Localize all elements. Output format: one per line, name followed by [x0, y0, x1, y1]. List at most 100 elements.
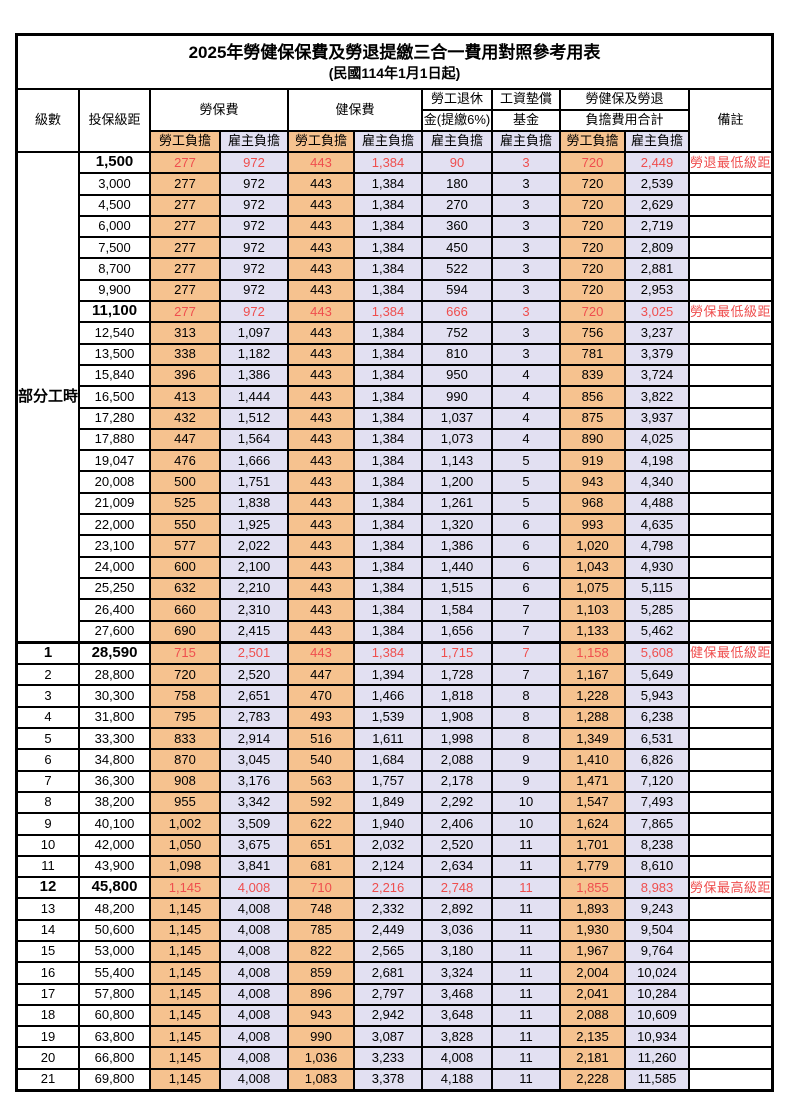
note-cell	[688, 748, 774, 772]
total-employer-cell: 4,025	[624, 427, 691, 452]
note-cell	[688, 342, 774, 366]
labor-employee-cell: 1,145	[149, 918, 222, 942]
total-employer-cell: 3,937	[624, 406, 691, 430]
labor-employee-cell: 277	[149, 150, 222, 175]
labor-employee-cell: 720	[149, 663, 222, 687]
wage-fund-employer-cell: 9	[491, 769, 562, 793]
note-cell	[688, 598, 774, 622]
bracket-amount-cell: 23,100	[78, 534, 152, 558]
health-employer-cell: 3,233	[353, 1046, 424, 1070]
health-employer-cell: 1,384	[353, 257, 424, 281]
bracket-amount-cell: 42,000	[78, 833, 152, 857]
premium-table: 2025年勞健保保費及勞退提繳三合一費用對照參考用表 (民國114年1月1日起)…	[15, 33, 775, 1093]
wage-fund-employer-cell: 11	[491, 1025, 562, 1049]
table-row: 11,100 277 972 443 1,384 666 3 720 3,025 勞保最低級距	[17, 300, 774, 324]
level-cell: 21	[15, 1067, 81, 1092]
pension-employer-cell: 2,520	[421, 833, 494, 857]
pension-employer-cell: 3,468	[421, 982, 494, 1006]
wage-fund-employer-cell: 11	[491, 833, 562, 857]
labor-employee-cell: 277	[149, 257, 222, 281]
note-cell	[688, 193, 774, 217]
table-row: 16,500 413 1,444 443 1,384 990 4 856 3,822	[17, 385, 774, 409]
labor-employer-cell: 3,045	[219, 748, 290, 772]
health-employee-cell: 1,083	[287, 1067, 356, 1092]
health-employer-cell: 2,216	[353, 876, 424, 900]
wage-fund-employer-cell: 6	[491, 513, 562, 537]
health-employer-cell: 1,466	[353, 684, 424, 708]
wage-fund-employer-cell: 8	[491, 684, 562, 708]
total-employer-cell: 4,635	[624, 513, 691, 537]
pension-employer-cell: 3,828	[421, 1025, 494, 1049]
note-cell	[688, 705, 774, 730]
health-employer-cell: 1,384	[353, 214, 424, 239]
total-employer-cell: 7,120	[624, 769, 691, 793]
wage-fund-employer-cell: 3	[491, 236, 562, 260]
labor-employer-cell: 1,666	[219, 449, 290, 473]
pension-employer-cell: 1,998	[421, 727, 494, 751]
health-employer-cell: 2,942	[353, 1003, 424, 1028]
health-employee-cell: 943	[287, 1003, 356, 1028]
labor-employee-cell: 550	[149, 513, 222, 537]
header-note: 備註	[688, 88, 774, 153]
labor-employer-cell: 972	[219, 300, 290, 324]
labor-employee-cell: 1,098	[149, 854, 222, 879]
bracket-amount-cell: 11,100	[78, 300, 152, 324]
pension-employer-cell: 752	[421, 321, 494, 345]
table-row: 24,000 600 2,100 443 1,384 1,440 6 1,043 4,930	[17, 555, 774, 579]
health-employee-cell: 470	[287, 684, 356, 708]
labor-employer-cell: 2,415	[219, 619, 290, 644]
total-employee-cell: 1,624	[559, 812, 627, 836]
total-employer-cell: 2,809	[624, 236, 691, 260]
total-employer-cell: 4,798	[624, 534, 691, 558]
labor-employer-cell: 972	[219, 278, 290, 303]
note-cell	[688, 939, 774, 964]
note-cell	[688, 257, 774, 281]
table-row: 7 36,300 908 3,176 563 1,757 2,178 9 1,471 7,120	[15, 769, 774, 793]
wage-fund-employer-cell: 8	[491, 705, 562, 730]
total-employer-cell: 5,115	[624, 576, 691, 601]
level-cell: 2	[15, 663, 81, 687]
header-total-employer: 雇主負擔	[624, 130, 691, 153]
pension-employer-cell: 270	[421, 193, 494, 217]
header-total-line1: 勞健保及勞退	[559, 88, 691, 111]
wage-fund-employer-cell: 3	[491, 342, 562, 366]
pension-employer-cell: 1,073	[421, 427, 494, 452]
health-employer-cell: 1,384	[353, 150, 424, 175]
note-cell	[688, 236, 774, 260]
total-employer-cell: 2,719	[624, 214, 691, 239]
health-employer-cell: 2,449	[353, 918, 424, 942]
wage-fund-employer-cell: 3	[491, 193, 562, 217]
labor-employee-cell: 600	[149, 555, 222, 579]
note-cell	[688, 854, 774, 879]
table-row: 8 38,200 955 3,342 592 1,849 2,292 10 1,547 7,493	[15, 790, 774, 815]
health-employer-cell: 1,384	[353, 321, 424, 345]
wage-fund-employer-cell: 11	[491, 1067, 562, 1092]
health-employee-cell: 443	[287, 406, 356, 430]
note-cell	[688, 961, 774, 985]
table-row: 19 63,800 1,145 4,008 990 3,087 3,828 11 2,135 10…	[15, 1025, 774, 1049]
total-employer-cell: 8,983	[624, 876, 691, 900]
level-cell: 9	[15, 812, 81, 836]
health-employee-cell: 443	[287, 193, 356, 217]
labor-employee-cell: 413	[149, 385, 222, 409]
pension-employer-cell: 1,143	[421, 449, 494, 473]
total-employee-cell: 919	[559, 449, 627, 473]
total-employer-cell: 4,198	[624, 449, 691, 473]
note-cell	[688, 449, 774, 473]
labor-employee-cell: 1,145	[149, 876, 222, 900]
note-cell	[688, 1046, 774, 1070]
table-row: 9,900 277 972 443 1,384 594 3 720 2,953	[17, 278, 774, 303]
table-row: 21 69,800 1,145 4,008 1,083 3,378 4,188 11 2,228…	[15, 1067, 774, 1092]
wage-fund-employer-cell: 3	[491, 172, 562, 196]
note-cell: 勞退最低級距	[688, 150, 774, 175]
total-employee-cell: 1,167	[559, 663, 627, 687]
labor-employer-cell: 4,008	[219, 876, 290, 900]
labor-employer-cell: 1,564	[219, 427, 290, 452]
table-row: 13 48,200 1,145 4,008 748 2,332 2,892 11 1,893 9,…	[15, 897, 774, 921]
labor-employee-cell: 432	[149, 406, 222, 430]
total-employer-cell: 2,449	[624, 150, 691, 175]
header-level: 級數	[15, 88, 81, 153]
total-employee-cell: 993	[559, 513, 627, 537]
labor-employer-cell: 4,008	[219, 961, 290, 985]
labor-employee-cell: 277	[149, 214, 222, 239]
